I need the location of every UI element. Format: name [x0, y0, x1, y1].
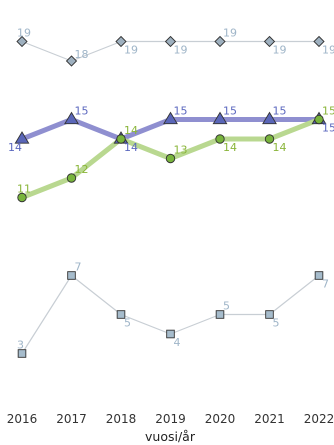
series-4-label-2018: 5: [124, 317, 131, 330]
series-1-label-2017: 18: [75, 48, 89, 61]
series-3-point-2021: [264, 134, 275, 144]
x-tick-2016: 2016: [7, 412, 38, 426]
series-2-point-2019: [163, 111, 178, 125]
x-tick-2017: 2017: [56, 412, 87, 426]
series-3-label-2017: 12: [75, 163, 89, 176]
series-4-point-2017: [67, 271, 76, 280]
x-tick-2019: 2019: [155, 412, 186, 426]
series-4-point-2020: [215, 310, 225, 319]
series-1-label-2020: 19: [223, 27, 237, 40]
series-2-label-2017: 15: [75, 105, 89, 118]
series-4-point-2018: [116, 310, 126, 319]
series-4-line: [21, 274, 320, 354]
series-4-label-2022: 7: [322, 278, 329, 291]
x-tick-2020: 2020: [205, 412, 236, 426]
series-1-point-2022: [313, 35, 325, 48]
series-3-point-2018: [116, 134, 126, 144]
series-1-label-2018: 19: [124, 44, 138, 57]
series-4-point-2016: [17, 349, 27, 358]
x-tick-2021: 2021: [254, 412, 285, 426]
series-3-label-2021: 14: [273, 141, 287, 154]
series-1-point-2016: [16, 35, 28, 48]
series-3-label-2018: 14: [124, 124, 138, 137]
series-1-point-2018: [115, 35, 127, 48]
series-1-point-2017: [65, 55, 78, 67]
series-2-label-2019: 15: [174, 105, 188, 118]
series-4-label-2019: 4: [174, 336, 181, 349]
series-1-label-2016: 19: [17, 27, 31, 40]
series-3-label-2020: 14: [223, 141, 237, 154]
series-1-point-2021: [263, 35, 276, 48]
series-3-label-2019: 13: [174, 144, 188, 157]
series-1-label-2019: 19: [174, 44, 188, 57]
series-3-label-2016: 11: [17, 183, 31, 196]
series-4-point-2021: [265, 310, 274, 319]
series-2-point-2016: [14, 131, 30, 144]
series-1-label-2021: 19: [273, 44, 287, 57]
series-4-label-2020: 5: [223, 300, 230, 313]
series-3-point-2022: [314, 114, 324, 125]
series-3-label-2022: 15: [322, 105, 334, 118]
series-2-label-2016: 14: [8, 141, 22, 154]
series-1-label-2022: 19: [322, 44, 334, 57]
series-4-point-2019: [166, 329, 175, 339]
series-2-point-2021: [262, 111, 277, 125]
series-3-point-2019: [165, 153, 176, 164]
series-4-label-2021: 5: [273, 317, 280, 330]
series-2-label-2020: 15: [223, 105, 237, 118]
series-3-point-2016: [17, 192, 27, 203]
x-tick-2018: 2018: [106, 412, 137, 426]
series-2-point-2020: [212, 111, 228, 125]
series-4-point-2022: [314, 271, 324, 280]
series-4-label-2016: 3: [17, 339, 24, 352]
series-2-point-2017: [64, 111, 79, 125]
series-1-point-2019: [164, 35, 177, 48]
series-3-point-2017: [66, 173, 77, 183]
x-axis-title: vuosi/år: [145, 429, 196, 444]
series-2-label-2021: 15: [273, 105, 287, 118]
series-3-point-2020: [215, 134, 225, 144]
x-tick-2022: 2022: [304, 412, 334, 426]
series-2-label-2018: 14: [124, 141, 138, 154]
series-2-label-2022: 15: [322, 122, 334, 135]
series-4-label-2017: 7: [75, 261, 82, 274]
series-1-point-2020: [214, 35, 226, 48]
